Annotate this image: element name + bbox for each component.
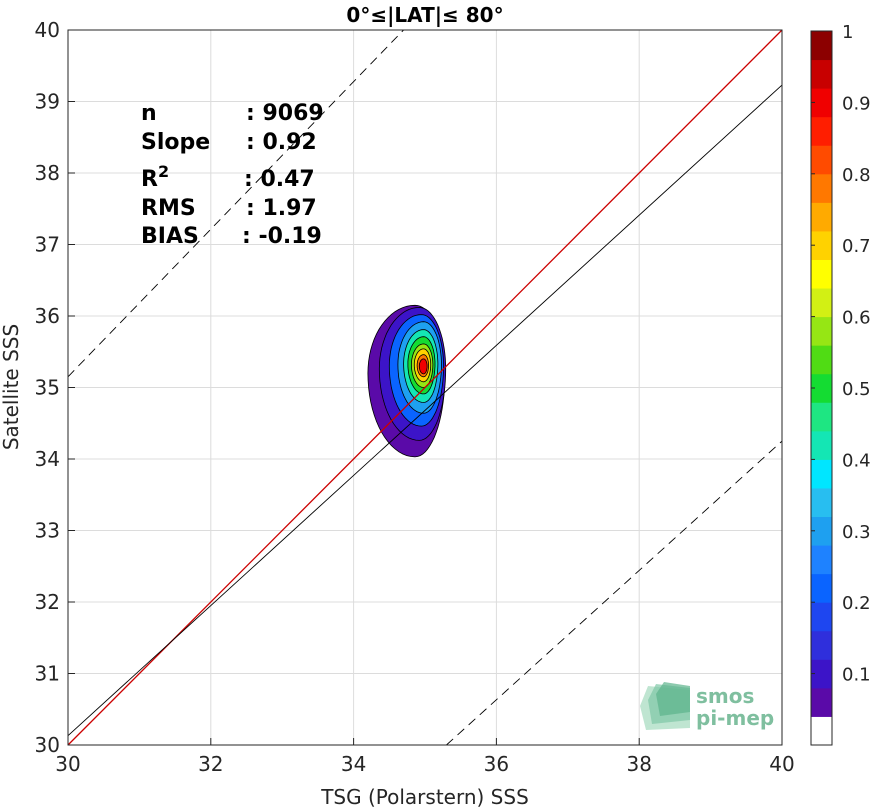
upper-bound-line: [67, 29, 404, 378]
colorbar-tick-label: 0.3: [842, 522, 871, 543]
y-tick-label: 30: [35, 733, 60, 757]
colorbar-segment: [811, 716, 832, 746]
colorbar-segment: [811, 516, 832, 546]
colorbar-tick-label: 0.2: [842, 593, 871, 614]
y-tick-label: 40: [35, 18, 60, 42]
colorbar-tick-label: 0.9: [842, 93, 871, 114]
smos-pi-mep-logo: smos pi-mep: [640, 682, 774, 730]
x-tick-label: 30: [55, 752, 80, 776]
y-axis-ticks: 30 31 32 33 34 35 36 37 38 39 40: [35, 18, 75, 757]
colorbar-segment: [811, 687, 832, 717]
chart-title: 0°≤|LAT|≤ 80°: [346, 3, 503, 27]
x-tick-label: 32: [198, 752, 223, 776]
reference-lines: [67, 29, 783, 746]
y-tick-label: 35: [35, 376, 60, 400]
logo-text-pi-mep: pi-mep: [696, 706, 774, 730]
colorbar-segment: [811, 345, 832, 375]
colorbar-segment: [811, 31, 832, 61]
colorbar-segment: [811, 88, 832, 118]
colorbar-segment: [811, 373, 832, 403]
colorbar-segment: [811, 145, 832, 175]
colorbar-segment: [811, 430, 832, 460]
x-tick-label: 34: [341, 752, 366, 776]
lower-bound-line: [446, 440, 783, 746]
colorbar-segment: [811, 487, 832, 518]
colorbar-segment: [811, 173, 832, 203]
density-contour: [418, 358, 428, 375]
stat-label: Slope: [141, 130, 210, 155]
logo-mark-icon: [640, 682, 690, 730]
colorbar-tick-label: 0.4: [842, 450, 871, 471]
stat-value: : -0.19: [242, 224, 322, 249]
logo-text-smos: smos: [696, 684, 754, 708]
y-tick-label: 31: [35, 662, 60, 686]
y-tick-label: 33: [35, 519, 60, 543]
colorbar-segment: [811, 202, 832, 232]
x-tick-label: 40: [769, 752, 794, 776]
colorbar-segment: [811, 459, 832, 489]
stat-label: BIAS: [141, 224, 199, 249]
colorbar-segment: [811, 59, 832, 89]
colorbar-tick-label: 0.5: [842, 379, 871, 400]
colorbar-segment: [811, 116, 832, 146]
colorbar-segment: [811, 230, 832, 260]
stat-value: : 9069: [246, 101, 324, 126]
colorbar-segment: [811, 573, 832, 603]
y-tick-label: 37: [35, 233, 60, 257]
colorbar-tick-label: 1: [842, 22, 853, 43]
stat-value: : 0.47: [244, 167, 315, 192]
stat-value: : 0.92: [246, 130, 317, 155]
y-tick-label: 36: [35, 304, 60, 328]
x-tick-label: 36: [484, 752, 509, 776]
y-tick-label: 32: [35, 590, 60, 614]
regression-line: [67, 84, 783, 737]
colorbar-segment: [811, 630, 832, 660]
identity-line: [67, 29, 783, 746]
colorbar-segment: [811, 545, 832, 575]
colorbar-tick-label: 0.7: [842, 236, 871, 257]
colorbar-tick-label: 0.6: [842, 308, 871, 329]
colorbar-segment: [811, 316, 832, 346]
colorbar-tick-label: 0.8: [842, 165, 871, 186]
colorbar-segment: [811, 602, 832, 632]
stat-superscript: 2: [158, 162, 169, 181]
y-tick-label: 34: [35, 447, 60, 471]
grid: [67, 29, 783, 746]
colorbar-ticks: 0.1 0.2 0.3 0.4 0.5 0.6 0.7 0.8 0.9 1: [811, 22, 871, 686]
stat-value: : 1.97: [246, 196, 317, 221]
x-axis-label: TSG (Polarstern) SSS: [320, 785, 529, 809]
y-axis-label: Satellite SSS: [0, 324, 23, 450]
colorbar-segment: [811, 259, 832, 289]
colorbar: [810, 30, 833, 746]
colorbar-tick-label: 0.1: [842, 665, 871, 686]
y-tick-label: 39: [35, 90, 60, 114]
colorbar-segment: [811, 288, 832, 318]
colorbar-segment: [811, 402, 832, 432]
x-axis-ticks: 30 32 34 36 38 40: [55, 738, 795, 776]
stat-label: n: [141, 101, 157, 126]
stat-label: RMS: [141, 196, 196, 221]
y-tick-label: 38: [35, 161, 60, 185]
x-tick-label: 38: [626, 752, 651, 776]
colorbar-segment: [811, 659, 832, 689]
